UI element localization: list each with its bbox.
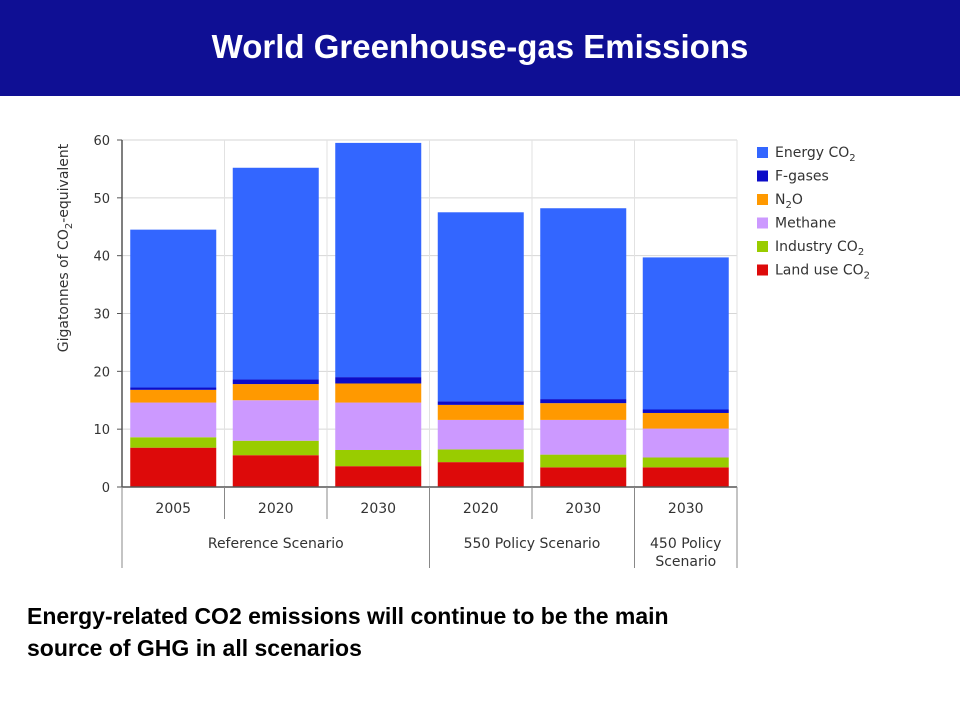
y-tick-label-1: 10 [93, 423, 110, 438]
chart-legend: Energy CO2 F-gases N2O Methane Industry CO2 L… [757, 145, 870, 282]
bar-0-series-1 [130, 437, 217, 448]
group-label-0-0: Reference Scenario [208, 536, 344, 552]
legend-label-5: Land use CO2 [775, 263, 870, 282]
legend-swatch-4 [757, 241, 768, 252]
bar-2-series-2 [335, 402, 422, 450]
y-tick-label-4: 40 [93, 250, 110, 265]
legend-label-3: Methane [775, 216, 836, 232]
bar-5-series-1 [642, 457, 729, 468]
title-banner: World Greenhouse-gas Emissions [0, 0, 960, 96]
bar-3-series-1 [437, 449, 524, 463]
bar-0-series-4 [130, 387, 217, 390]
bar-5-series-0 [642, 467, 729, 487]
y-tick-label-2: 20 [93, 365, 110, 380]
y-tick-label-6: 60 [93, 134, 110, 149]
bar-2-series-1 [335, 449, 422, 467]
category-label-5: 2030 [668, 501, 704, 517]
bar-1-series-4 [232, 379, 319, 385]
bar-5-series-4 [642, 409, 729, 413]
caption-line-2: source of GHG in all scenarios [27, 635, 362, 661]
y-tick-label-5: 50 [93, 192, 110, 207]
legend-swatch-0 [757, 147, 768, 158]
legend-swatch-1 [757, 170, 768, 182]
bar-4-series-4 [540, 399, 627, 404]
bar-5-series-5 [642, 257, 729, 410]
x-axis-categories: 2005 2020 2030 2020 2030 2030 Reference Scenar… [155, 501, 721, 570]
bar-0-series-2 [130, 402, 217, 438]
category-label-4: 2030 [565, 501, 601, 517]
bar-4-series-1 [540, 454, 627, 468]
bar-5-series-2 [642, 428, 729, 458]
bar-3-series-2 [437, 419, 524, 450]
category-label-0: 2005 [155, 501, 191, 517]
bar-4-series-0 [540, 467, 627, 487]
bar-2-series-3 [335, 383, 422, 403]
y-tick-label-3: 30 [93, 308, 110, 323]
slide-title: World Greenhouse-gas Emissions [211, 28, 749, 65]
category-label-3: 2020 [463, 501, 499, 517]
bar-2-series-4 [335, 377, 422, 384]
bar-0-series-3 [130, 389, 217, 403]
group-label-1-0: 550 Policy Scenario [464, 536, 601, 552]
group-label-2-0: 450 Policy [650, 536, 721, 552]
bar-4-series-3 [540, 403, 627, 420]
legend-label-4: Industry CO2 [775, 239, 864, 258]
legend-swatch-2 [757, 194, 768, 205]
slide-caption: Energy-related CO2 emissions will contin… [27, 600, 927, 664]
category-label-2: 2030 [360, 501, 396, 517]
bar-4-series-2 [540, 419, 627, 455]
chart-bars [130, 142, 729, 487]
bar-1-series-1 [232, 440, 319, 456]
chart-axes [117, 139, 738, 568]
bar-3-series-5 [437, 212, 524, 402]
legend-label-1: F-gases [775, 169, 829, 185]
legend-swatch-5 [757, 264, 768, 276]
category-label-1: 2020 [258, 501, 294, 517]
bar-0-series-5 [130, 229, 217, 388]
bar-5-series-3 [642, 412, 729, 429]
legend-label-0: Energy CO2 [775, 145, 856, 164]
bar-1-series-3 [232, 384, 319, 401]
bar-3-series-4 [437, 401, 524, 405]
legend-swatch-3 [757, 217, 768, 229]
bar-1-series-5 [232, 167, 319, 380]
bar-1-series-0 [232, 455, 319, 487]
bar-0-series-0 [130, 447, 217, 487]
bar-3-series-0 [437, 462, 524, 487]
legend-label-2: N2O [775, 192, 803, 211]
bar-2-series-5 [335, 142, 422, 378]
group-label-2-1: Scenario [655, 554, 716, 570]
bar-2-series-0 [335, 466, 422, 487]
bar-3-series-3 [437, 404, 524, 420]
y-axis-ticks: 0 10 20 30 40 50 60 [93, 134, 110, 496]
bar-1-series-2 [232, 400, 319, 441]
y-axis-label: Gigatonnes of CO2-equivalent [56, 143, 75, 352]
bar-4-series-5 [540, 208, 627, 400]
caption-line-1: Energy-related CO2 emissions will contin… [27, 603, 669, 629]
y-tick-label-0: 0 [102, 481, 110, 496]
